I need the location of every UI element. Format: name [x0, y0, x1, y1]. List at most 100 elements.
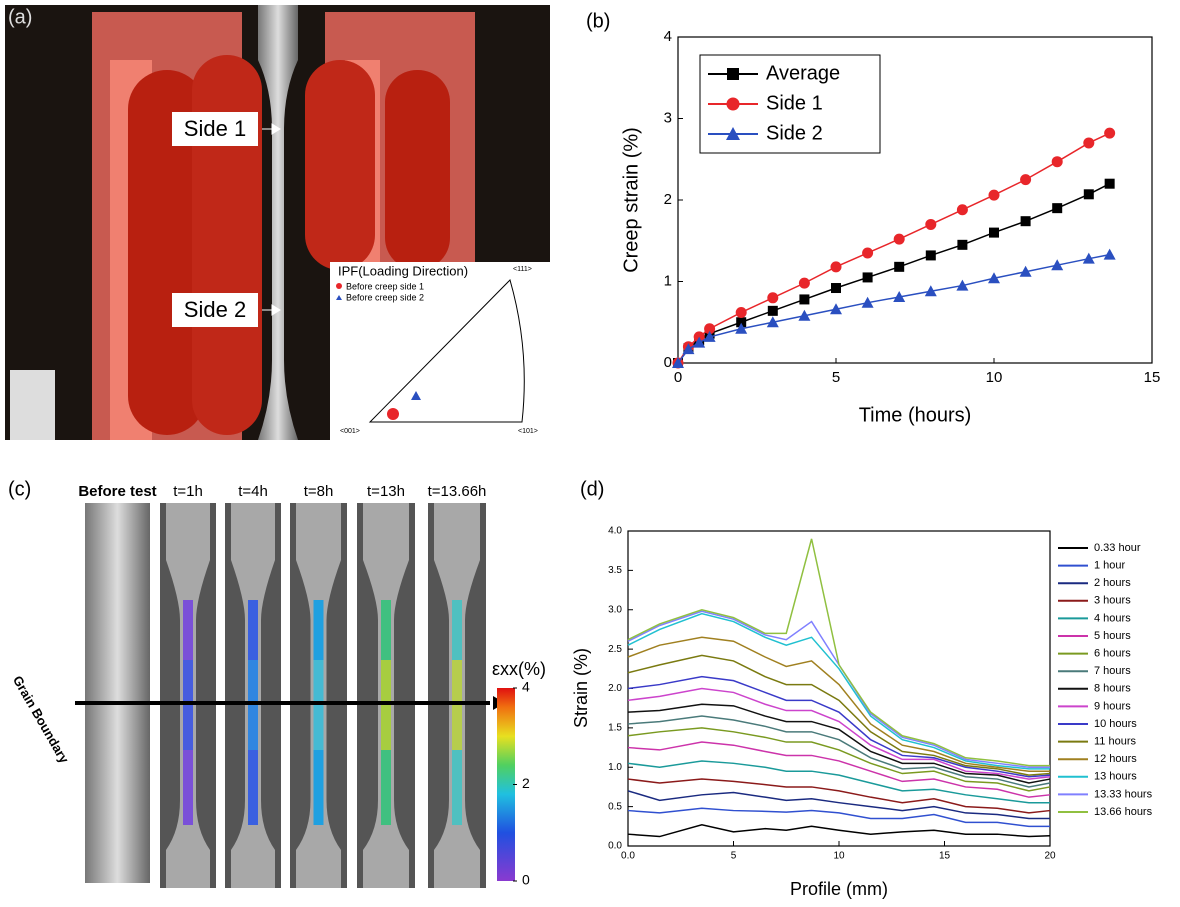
- y-tick-label: 1: [664, 272, 672, 289]
- y-tick-label: 0.0: [608, 841, 622, 852]
- arrow: [262, 304, 281, 316]
- marker: [831, 283, 841, 294]
- marker: [1083, 137, 1095, 149]
- series-line: [627, 654, 1051, 776]
- marker: [672, 357, 684, 368]
- marker: [1020, 174, 1032, 186]
- marker: [830, 303, 842, 315]
- y-tick-label: 3.5: [608, 565, 622, 576]
- marker: [799, 294, 810, 305]
- ipf-title: IPF(Loading Direction): [338, 263, 468, 278]
- y-tick-label: 0.5: [608, 801, 622, 812]
- marker: [861, 296, 874, 308]
- marker: [767, 305, 778, 316]
- label-box: [172, 293, 258, 327]
- side-label: Side 2: [184, 297, 246, 322]
- colorbar: [497, 688, 515, 881]
- marker: [735, 322, 748, 334]
- panel-label: (b): [586, 10, 610, 32]
- x-tick-label: 5: [832, 369, 840, 386]
- label-box: [172, 112, 258, 146]
- marker: [1103, 248, 1116, 260]
- coil: [385, 70, 450, 270]
- marker: [862, 272, 873, 283]
- marker: [703, 330, 716, 342]
- frame-label: t=1h: [173, 483, 203, 500]
- legend-label: 0.33 hour: [1094, 542, 1141, 554]
- series-line: [677, 183, 1110, 364]
- y-tick-label: 4: [664, 28, 672, 45]
- marker: [1020, 216, 1031, 227]
- legend-label: 13.33 hours: [1094, 788, 1153, 800]
- legend-marker: [726, 97, 740, 111]
- x-axis-label: Profile (mm): [790, 879, 888, 899]
- coil: [305, 60, 375, 270]
- dic-frames: Before test t=1h t=4h t=8h t=13h t=13.66h: [78, 483, 486, 888]
- legend-label: 10 hours: [1094, 718, 1137, 730]
- plot-frame: [627, 530, 1051, 847]
- series-line: [627, 807, 1050, 828]
- marker: [925, 218, 937, 230]
- y-tick-label: 2.0: [608, 683, 622, 694]
- frame-label: Before test: [78, 483, 156, 500]
- marker: [1083, 189, 1094, 200]
- colorbar-tick-label: 2: [522, 775, 530, 791]
- legend-marker: [727, 68, 739, 80]
- marker: [798, 277, 810, 289]
- legend-label: 3 hours: [1094, 595, 1131, 607]
- marker: [830, 261, 842, 273]
- y-tick-label: 1.0: [608, 762, 622, 773]
- marker: [767, 292, 779, 304]
- marker: [988, 272, 1000, 284]
- legend-label: 11 hours: [1094, 736, 1136, 748]
- marker: [735, 306, 747, 318]
- x-tick-label: 15: [939, 851, 951, 862]
- legend-label: Average: [766, 62, 840, 84]
- legend-label: 12 hours: [1094, 753, 1137, 765]
- panel-label: (a): [8, 6, 32, 28]
- y-tick-label: 3.0: [608, 604, 622, 615]
- x-tick-label: 0.0: [621, 851, 635, 862]
- marker: [988, 189, 1000, 201]
- marker: [693, 336, 706, 348]
- ipf-corner: <001>: [340, 428, 360, 435]
- legend-label: 13 hours: [1094, 771, 1137, 783]
- series-line: [627, 687, 1051, 780]
- clamp: [10, 370, 55, 440]
- legend-marker: [336, 295, 342, 300]
- y-axis-label: Creep strain (%): [620, 127, 642, 273]
- series-line: [627, 727, 1051, 792]
- series-line: [627, 715, 1051, 788]
- series-line: [627, 778, 1051, 814]
- ipf-point: [411, 391, 421, 400]
- marker: [1104, 127, 1116, 139]
- y-tick-label: 0: [664, 354, 672, 371]
- marker: [736, 317, 747, 328]
- frame-label: t=4h: [238, 483, 268, 500]
- marker: [956, 279, 969, 291]
- legend-marker: [726, 127, 740, 140]
- side-label: Side 1: [184, 116, 246, 141]
- legend-label: Side 1: [766, 92, 823, 114]
- marker: [1051, 259, 1064, 271]
- y-tick-label: 4.0: [608, 526, 622, 537]
- series-line: [627, 741, 1051, 798]
- marker: [924, 285, 937, 297]
- coil: [128, 70, 206, 435]
- marker: [1051, 156, 1063, 168]
- y-tick-label: 2.5: [608, 644, 622, 655]
- x-tick-label: 0: [674, 369, 682, 386]
- specimen: [258, 5, 298, 440]
- x-tick-label: 10: [833, 851, 845, 862]
- x-axis-label: Time (hours): [859, 404, 972, 426]
- panel-label: (c): [8, 478, 31, 500]
- marker: [682, 343, 695, 355]
- marker: [862, 247, 874, 259]
- ipf-triangle: [368, 279, 525, 423]
- arrow: [262, 123, 281, 135]
- ipf-corner: <101>: [518, 428, 538, 435]
- series-line: [627, 636, 1050, 772]
- series-line: [627, 760, 1050, 804]
- x-tick-label: 20: [1044, 851, 1056, 862]
